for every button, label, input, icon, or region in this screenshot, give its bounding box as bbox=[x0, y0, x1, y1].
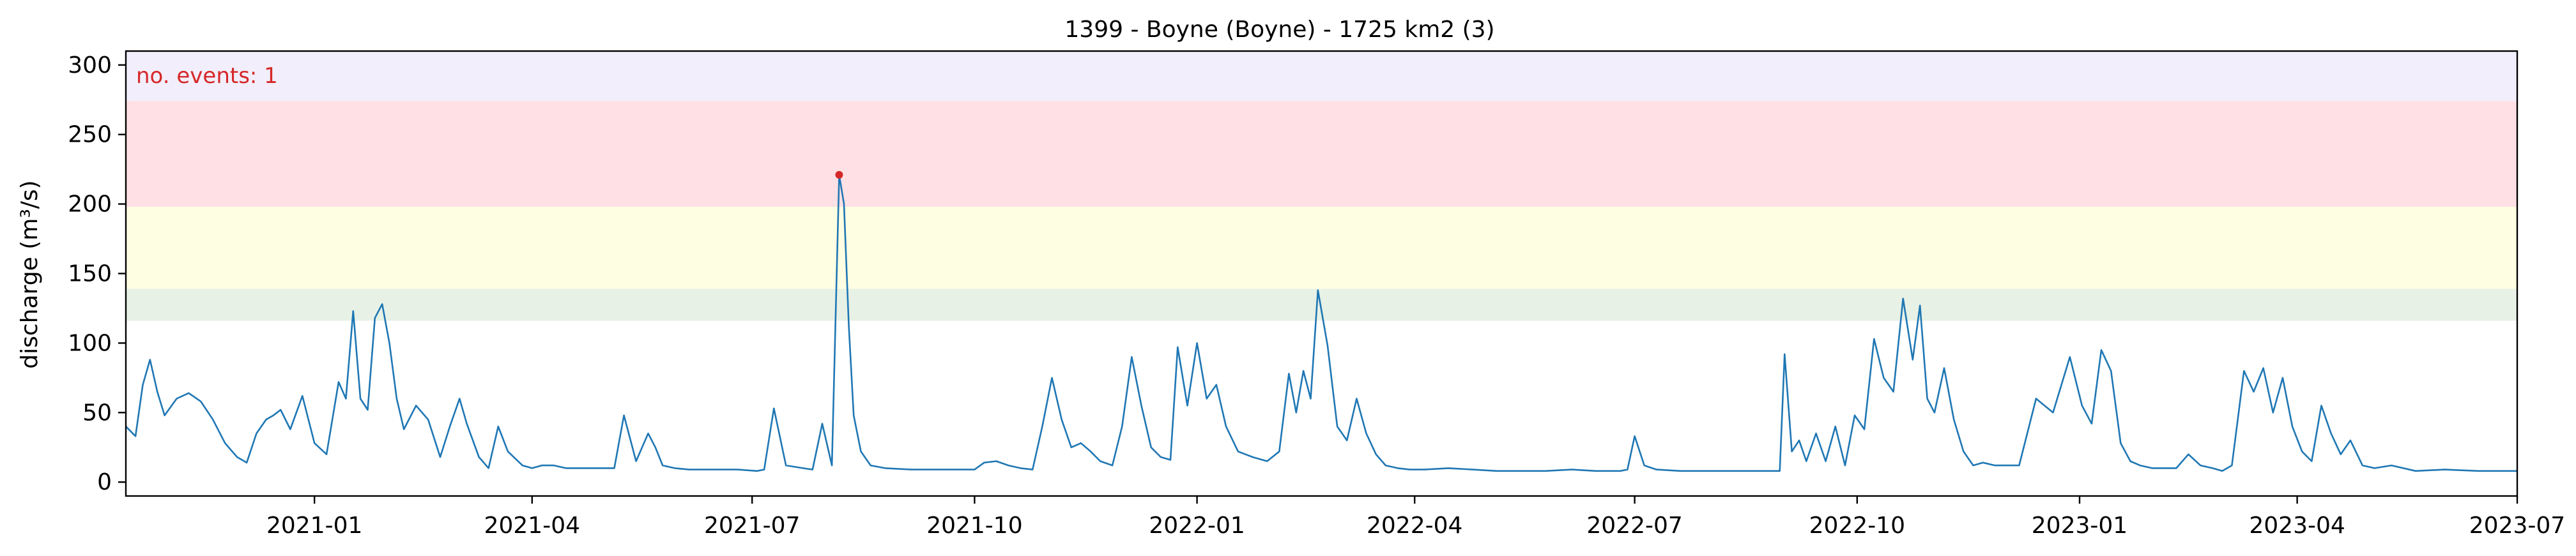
x-tick-label-2023-04: 2023-04 bbox=[2249, 513, 2345, 539]
event-marker-1 bbox=[835, 170, 843, 179]
y-tick-label-200: 200 bbox=[68, 192, 112, 218]
y-tick-label-0: 0 bbox=[97, 469, 112, 495]
x-tick-label-2023-01: 2023-01 bbox=[2032, 513, 2128, 539]
threshold-band-4 bbox=[126, 51, 2517, 101]
chart-title: 1399 - Boyne (Boyne) - 1725 km2 (3) bbox=[1064, 17, 1494, 43]
events-group bbox=[835, 170, 843, 179]
series-group bbox=[125, 174, 2517, 472]
x-tick-label-2023-07: 2023-07 bbox=[2469, 513, 2565, 539]
x-tick-label-2022-07: 2022-07 bbox=[1586, 513, 1682, 539]
x-tick-label-2022-10: 2022-10 bbox=[1809, 513, 1905, 539]
threshold-bands bbox=[126, 51, 2517, 321]
y-tick-label-250: 250 bbox=[68, 122, 112, 148]
x-tick-label-2021-10: 2021-10 bbox=[926, 513, 1022, 539]
threshold-band-3 bbox=[126, 101, 2517, 207]
plot-frame bbox=[125, 50, 2518, 497]
x-tick-label-2022-01: 2022-01 bbox=[1149, 513, 1245, 539]
x-tick-label-2021-01: 2021-01 bbox=[266, 513, 362, 539]
x-axis-ticks: 2021-01 2021-04 2021-07 2021-10 2022-01 2022-… bbox=[266, 496, 2565, 539]
event-count-annotation: no. events: 1 bbox=[136, 63, 278, 89]
x-tick-label-2021-04: 2021-04 bbox=[484, 513, 580, 539]
y-tick-label-100: 100 bbox=[68, 330, 112, 356]
y-axis-ticks: 0 50 100 150 200 250 300 bbox=[68, 52, 126, 495]
y-tick-label-50: 50 bbox=[82, 400, 112, 426]
threshold-band-1 bbox=[126, 289, 2517, 321]
threshold-band-2 bbox=[126, 206, 2517, 289]
y-tick-label-150: 150 bbox=[68, 261, 112, 287]
y-axis-label: discharge (m³/s) bbox=[17, 180, 43, 368]
y-tick-label-300: 300 bbox=[68, 52, 112, 79]
x-tick-label-2021-07: 2021-07 bbox=[704, 513, 800, 539]
series-line-1 bbox=[125, 174, 2517, 472]
x-tick-label-2022-04: 2022-04 bbox=[1367, 513, 1462, 539]
